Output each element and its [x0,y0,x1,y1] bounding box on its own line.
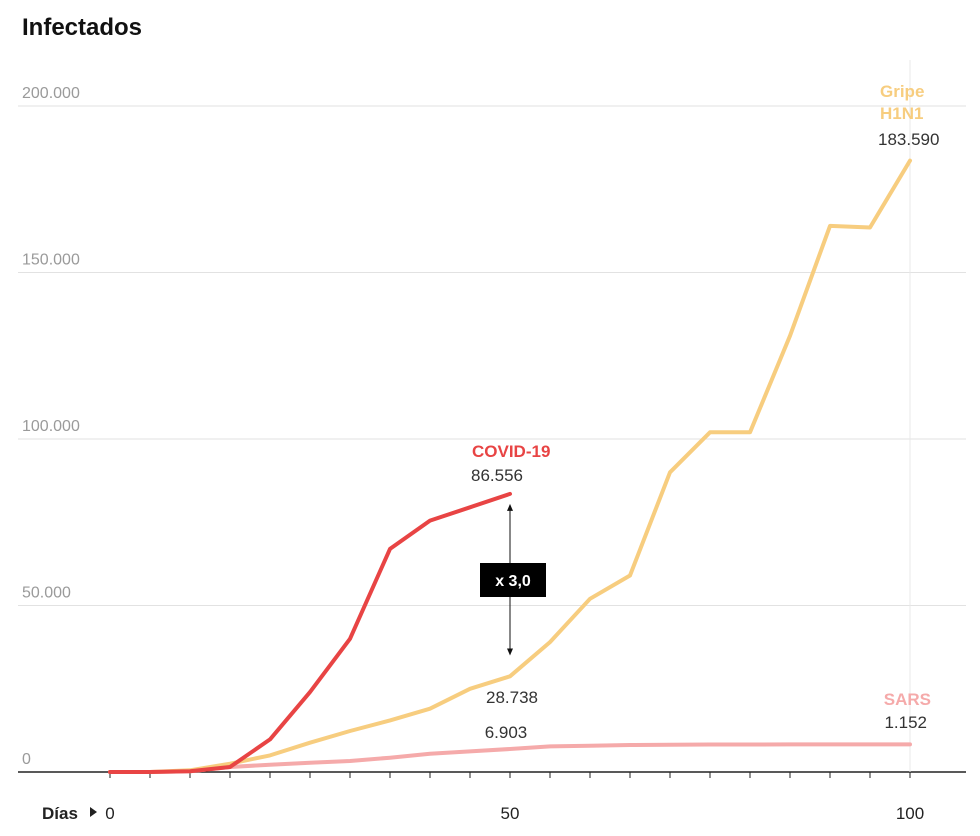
y-axis-ticks: 0 50.000 100.000 150.000 200.000 [22,85,80,768]
series-end-value-sars: 1.152 [884,713,927,732]
y-tick-label: 50.000 [22,585,71,602]
arrow-down-icon [507,648,513,656]
x-tick-label: 0 [105,804,114,823]
series-end-value-covid: 86.556 [471,466,523,485]
series-lines [108,158,912,774]
y-tick-label: 0 [22,751,31,768]
arrow-up-icon [507,503,513,511]
comparison-annotation: x 3,0 28.738 6.903 [480,503,546,742]
gridlines [18,60,966,773]
ratio-badge [480,563,546,597]
h1n1-day50-value: 28.738 [486,688,538,707]
chart-title: Infectados [22,14,143,41]
series-labels: Gripe H1N1 183.590 COVID-19 86.556 SARS 1.152 [471,82,939,732]
series-name-h1n1: H1N1 [880,104,923,123]
x-tick-label: 50 [501,804,520,823]
sars-day50-value: 6.903 [485,723,528,742]
x-axis-arrow-icon [90,807,97,817]
x-tick-label: 100 [896,804,924,823]
series-line-sars [108,742,912,774]
x-axis: Días 0 50 100 [42,772,924,823]
x-axis-label: Días [42,804,78,823]
series-line-covid-19 [108,491,512,774]
series-name-sars: SARS [884,690,931,709]
y-tick-label: 150.000 [22,252,80,269]
series-name-gripe: Gripe [880,82,924,101]
y-tick-label: 200.000 [22,85,80,102]
series-end-value-h1n1: 183.590 [878,130,939,149]
y-tick-label: 100.000 [22,418,80,435]
ratio-label: x 3,0 [495,573,531,590]
series-line-gripe-h1n1 [108,158,912,774]
series-name-covid: COVID-19 [472,442,550,461]
